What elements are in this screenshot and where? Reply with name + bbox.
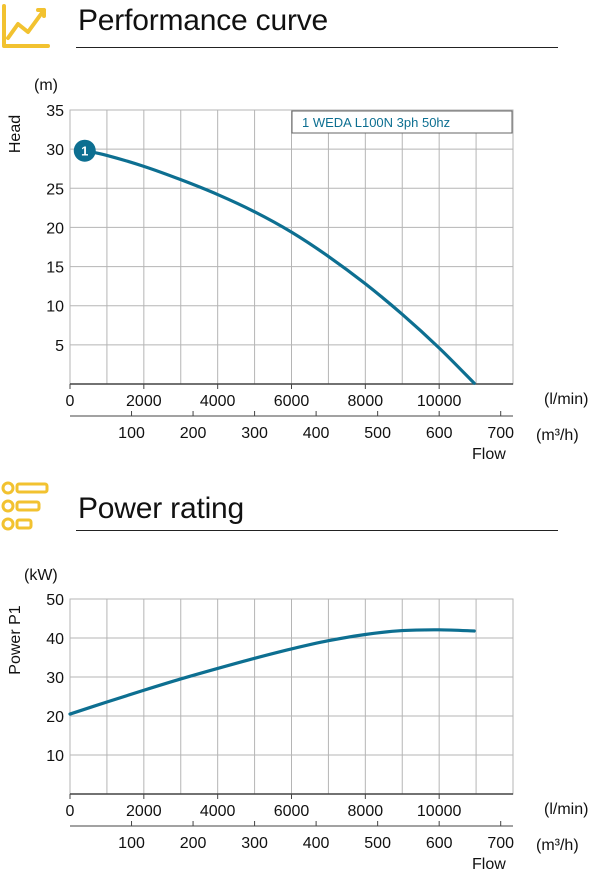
performance-y-unit: (m) xyxy=(34,77,58,94)
perf-y-tick-label: 35 xyxy=(46,103,64,120)
power-x2-unit: (m³/h) xyxy=(536,837,579,854)
power-x2-tick-label: 600 xyxy=(426,835,453,852)
power-x2-tick-label: 300 xyxy=(241,835,268,852)
perf-y-tick-label: 25 xyxy=(46,181,64,198)
power-x2-tick-label: 500 xyxy=(364,835,391,852)
power-series-line xyxy=(68,628,476,716)
perf-x-tick-label: 6000 xyxy=(274,393,310,410)
performance-title-rule xyxy=(76,47,558,48)
perf-y-tick-label: 5 xyxy=(55,338,64,355)
perf-x2-tick-label: 600 xyxy=(426,425,453,442)
perf-x2-tick-label: 300 xyxy=(241,425,268,442)
perf-x-tick-label: 8000 xyxy=(348,393,384,410)
power-rating-chart: (kW) Power P1 10 20 30 40 50 0 2000 4000 6000 80… xyxy=(7,567,588,873)
power-x2-tick-label: 400 xyxy=(303,835,330,852)
power-x-unit: (l/min) xyxy=(544,801,588,818)
power-y-tick-label: 20 xyxy=(46,709,64,726)
power-axes xyxy=(69,793,513,827)
performance-legend-label: 1 WEDA L100N 3ph 50hz xyxy=(302,115,450,130)
perf-x2-tick-label: 100 xyxy=(118,425,145,442)
perf-y-tick-label: 15 xyxy=(46,260,64,277)
perf-x2-tick-label: 700 xyxy=(487,425,514,442)
power-y-tick-label: 10 xyxy=(46,748,64,765)
performance-legend-box xyxy=(291,110,513,134)
perf-x-tick-label: 10000 xyxy=(417,393,462,410)
performance-section-header: Performance curve xyxy=(0,0,600,52)
power-x-tick-label: 2000 xyxy=(126,803,162,820)
perf-series-line xyxy=(83,149,476,385)
line-chart-icon xyxy=(2,4,50,48)
performance-legend: 1 WEDA L100N 3ph 50hz xyxy=(291,110,513,134)
power-x-tick-label: 8000 xyxy=(348,803,384,820)
perf-x2-tick-label: 500 xyxy=(364,425,391,442)
perf-y-tick-label: 10 xyxy=(46,299,64,316)
power-y-axis-label: Power P1 xyxy=(7,605,24,674)
power-x-axis-label: Flow xyxy=(472,856,506,873)
power-x2-tick-label: 100 xyxy=(118,835,145,852)
power-x2-tick-label: 700 xyxy=(487,835,514,852)
power-y-tick-label: 30 xyxy=(46,670,64,687)
performance-curve-chart: (m) Head 5 10 15 20 25 30 35 0 2000 4000 6000 8000… xyxy=(7,77,588,463)
performance-x-unit: (l/min) xyxy=(544,391,588,408)
power-title-rule xyxy=(76,530,558,531)
perf-x2-tick-label: 200 xyxy=(180,425,207,442)
power-x-tick-label: 6000 xyxy=(274,803,310,820)
perf-curve-marker xyxy=(73,139,96,162)
power-x-tick-label: 4000 xyxy=(200,803,236,820)
perf-curve-marker-label: 1 xyxy=(81,144,88,159)
performance-axes xyxy=(69,383,513,417)
performance-x2-unit: (m³/h) xyxy=(536,427,579,444)
perf-y-tick-label: 30 xyxy=(46,142,64,159)
power-y-unit: (kW) xyxy=(24,567,58,584)
perf-x-tick-label: 0 xyxy=(66,393,75,410)
power-y-tick-label: 40 xyxy=(46,631,64,648)
perf-x2-tick-label: 400 xyxy=(303,425,330,442)
perf-x-tick-label: 2000 xyxy=(126,393,162,410)
power-x-tick-label: 0 xyxy=(66,803,75,820)
perf-y-tick-label: 20 xyxy=(46,220,64,237)
list-rating-icon xyxy=(1,481,49,531)
power-section-header: Power rating xyxy=(0,480,600,532)
performance-grid xyxy=(69,109,514,385)
perf-x-tick-label: 4000 xyxy=(200,393,236,410)
performance-title: Performance curve xyxy=(78,4,329,37)
power-y-tick-label: 50 xyxy=(46,592,64,609)
power-x-tick-label: 10000 xyxy=(417,803,462,820)
performance-y-axis-label: Head xyxy=(7,115,24,153)
power-title: Power rating xyxy=(78,492,245,525)
performance-x-axis-label: Flow xyxy=(472,446,506,463)
power-grid xyxy=(69,598,514,795)
power-x2-tick-label: 200 xyxy=(180,835,207,852)
